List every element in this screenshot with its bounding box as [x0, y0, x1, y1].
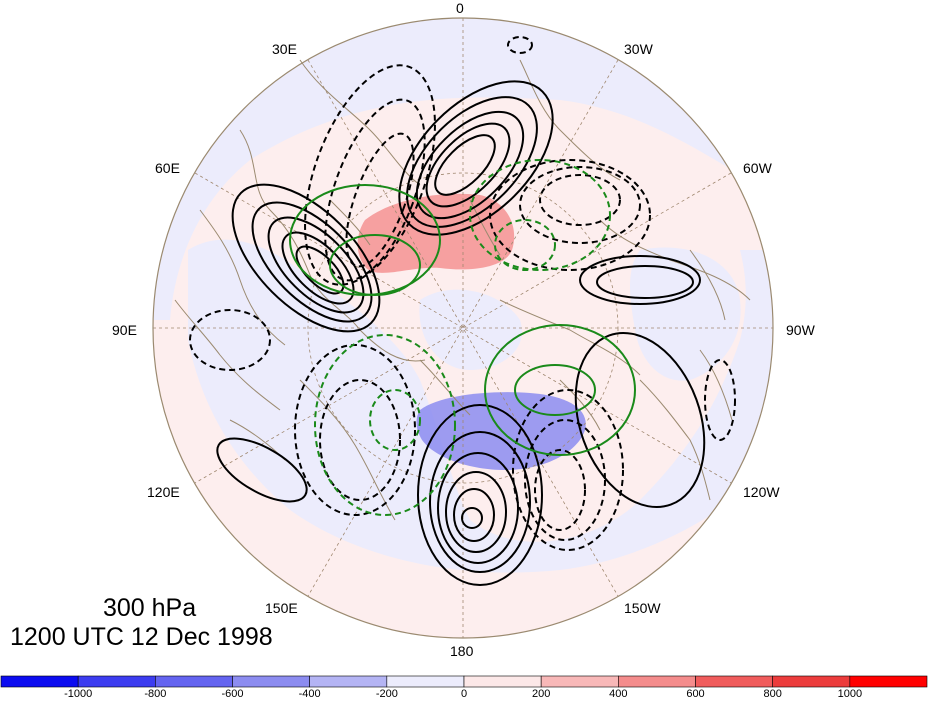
lon-label-0: 0 — [456, 0, 464, 16]
colorbar-swatch — [155, 675, 233, 688]
dashed-contours — [189, 36, 736, 551]
graticule — [153, 18, 773, 638]
colorbar-swatch — [386, 675, 465, 688]
colorbar-label: 1000 — [837, 688, 863, 700]
colorbar-swatch — [309, 675, 388, 688]
colorbar-label: -200 — [375, 688, 398, 700]
lon-label-90e: 90E — [112, 322, 137, 338]
lon-label-60e: 60E — [155, 160, 180, 176]
light-blue-region-north — [153, 18, 773, 320]
lon-label-180: 180 — [450, 643, 474, 659]
colorbar-label: 0 — [460, 688, 468, 700]
colorbar-label: 200 — [531, 688, 551, 700]
colorbar-label: 600 — [686, 688, 705, 700]
colorbar-swatch — [772, 675, 851, 688]
colorbar-label: -1000 — [64, 688, 93, 700]
colorbar-swatch — [618, 675, 696, 688]
colorbar-label: -400 — [298, 688, 321, 700]
positive-anomaly-fill — [357, 193, 515, 273]
colorbar-swatch — [540, 675, 619, 688]
colorbar-label: -600 — [221, 688, 244, 700]
colorbar-swatch — [0, 675, 79, 688]
coastlines — [174, 59, 751, 521]
colorbar-swatch — [849, 675, 928, 688]
colorbar-label: 400 — [609, 688, 628, 700]
light-blue-region-center — [419, 289, 522, 370]
lon-label-30w: 30W — [624, 41, 653, 57]
lon-label-60w: 60W — [743, 160, 772, 176]
lon-label-150w: 150W — [624, 600, 661, 616]
title-level: 300 hPa — [103, 594, 197, 622]
lon-label-30e: 30E — [272, 41, 297, 57]
lon-label-150e: 150E — [265, 600, 298, 616]
green-dashed-contours — [314, 159, 611, 516]
lon-label-120w: 120W — [743, 484, 780, 500]
colorbar-swatch — [695, 675, 773, 688]
colorbar-swatch — [463, 675, 542, 688]
green-contours — [289, 184, 636, 456]
title-time: 1200 UTC 12 Dec 1998 — [10, 623, 273, 651]
colorbar-label: -800 — [144, 688, 167, 700]
colorbar — [0, 675, 928, 688]
lon-label-90w: 90W — [786, 322, 815, 338]
colorbar-swatch — [77, 675, 156, 688]
lon-label-120e: 120E — [147, 484, 180, 500]
light-blue-region-right — [630, 247, 741, 381]
map-border — [152, 17, 774, 639]
colorbar-label: 800 — [763, 688, 782, 700]
colorbar-swatch — [232, 675, 310, 688]
